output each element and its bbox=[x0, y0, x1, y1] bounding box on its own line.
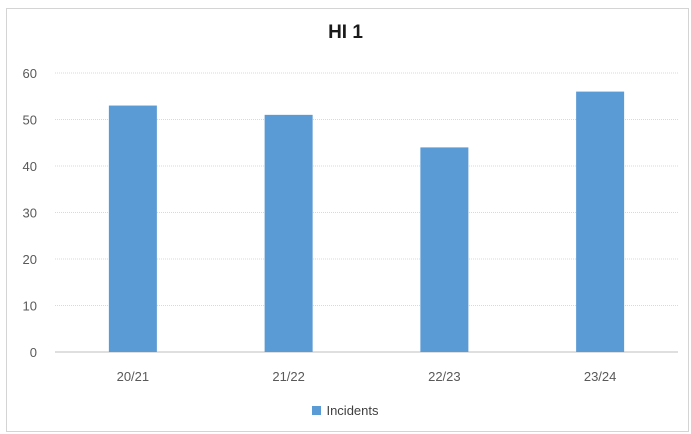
x-tick-label: 22/23 bbox=[428, 369, 461, 384]
bar bbox=[264, 114, 313, 352]
y-tick-label: 60 bbox=[23, 66, 37, 81]
bar bbox=[420, 147, 469, 352]
x-tick-label: 21/22 bbox=[272, 369, 305, 384]
x-tick-label: 20/21 bbox=[117, 369, 150, 384]
legend: Incidents bbox=[0, 403, 691, 418]
legend-swatch bbox=[312, 406, 322, 415]
y-tick-label: 30 bbox=[23, 206, 37, 221]
y-tick-label: 0 bbox=[30, 345, 37, 360]
x-tick-label: 23/24 bbox=[584, 369, 617, 384]
bar bbox=[576, 91, 625, 352]
y-tick-label: 20 bbox=[23, 252, 37, 267]
legend-label: Incidents bbox=[326, 403, 379, 418]
y-tick-label: 10 bbox=[23, 299, 37, 314]
y-tick-label: 50 bbox=[23, 113, 37, 128]
y-tick-label: 40 bbox=[23, 159, 37, 174]
chart-title: HI 1 bbox=[328, 22, 363, 43]
bar bbox=[108, 105, 157, 352]
